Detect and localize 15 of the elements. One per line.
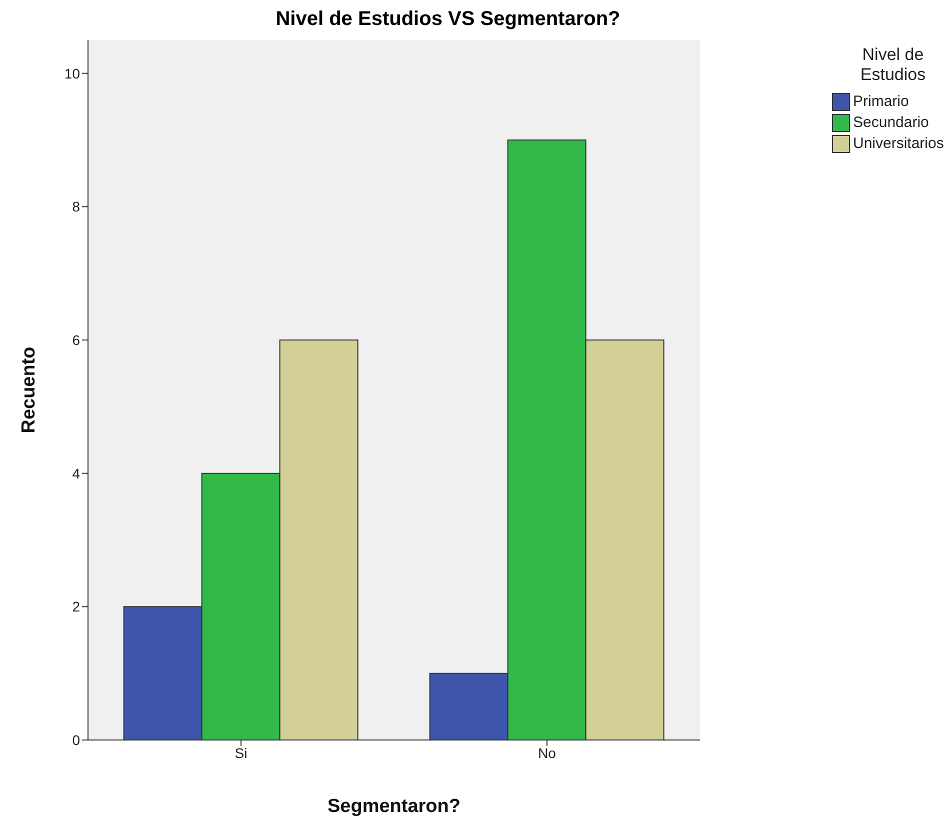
x-tick-label: No (538, 744, 556, 761)
y-tick-label: 6 (72, 332, 80, 348)
legend-label: Primario (853, 93, 909, 110)
y-tick-label: 8 (72, 198, 80, 215)
y-tick-label: 4 (72, 465, 80, 482)
x-tick-label: Si (234, 744, 248, 761)
y-tick-label: 0 (72, 732, 80, 748)
y-tick-label: 10 (64, 65, 80, 82)
x-axis-title: Segmentaron? (327, 796, 461, 817)
legend-title: Nivel de Estudios (859, 45, 927, 85)
legend-label: Universitarios (853, 135, 944, 152)
legend-label: Secundario (853, 114, 929, 131)
y-axis-title: Recuento (18, 346, 40, 434)
y-tick-label: 2 (72, 598, 80, 615)
chart-title: Nivel de Estudios VS Segmentaron? (274, 8, 622, 31)
